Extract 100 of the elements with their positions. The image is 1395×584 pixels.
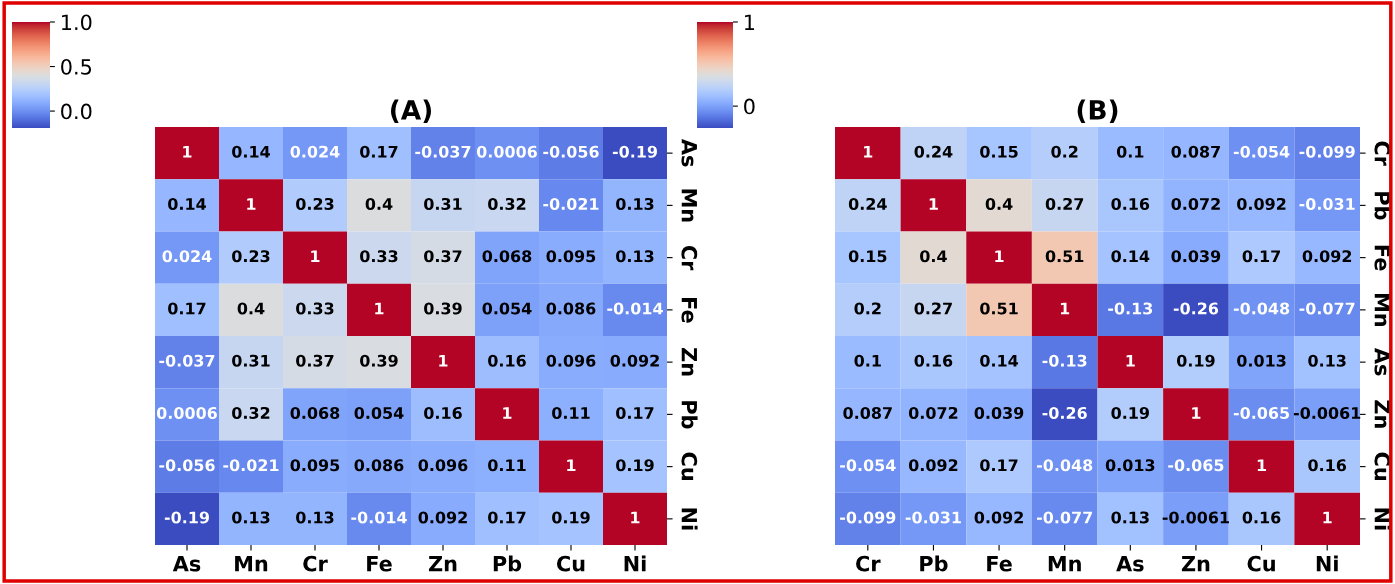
- data-label: 0.15: [980, 145, 1018, 158]
- data-label: -0.065: [1168, 459, 1224, 472]
- data-label: 1: [503, 407, 512, 419]
- data-label: 0.1: [854, 354, 881, 367]
- y-tick-label: Ni: [681, 508, 698, 530]
- data-label: 1: [929, 198, 938, 210]
- data-label: -0.037: [159, 354, 215, 367]
- data-label: 0.11: [552, 406, 590, 420]
- data-label: -0.037: [415, 145, 471, 158]
- data-label: 0.17: [980, 459, 1018, 472]
- color-bar-label: 0.0: [61, 103, 92, 120]
- x-tick-label: Ni: [624, 555, 646, 572]
- y-tick-label: Zn: [1374, 400, 1390, 428]
- data-label: 0.16: [1111, 197, 1150, 211]
- data-label: 1: [1126, 354, 1135, 367]
- data-label: 0.086: [546, 302, 596, 315]
- color-bar-label: 0.5: [61, 58, 92, 75]
- data-label: 0.072: [908, 406, 958, 420]
- data-label: -0.077: [1036, 511, 1092, 524]
- data-label: 0.024: [290, 145, 340, 158]
- data-label: 0.17: [616, 406, 654, 420]
- data-label: -0.021: [543, 197, 599, 211]
- data-label: 1: [1257, 459, 1267, 472]
- data-label: 0.17: [168, 302, 206, 315]
- x-tick-label: Pb: [493, 555, 522, 572]
- data-label: -0.13: [1042, 354, 1087, 367]
- data-label: -0.19: [164, 511, 209, 524]
- data-label: 0.39: [360, 354, 398, 367]
- data-label: -0.099: [1299, 145, 1355, 158]
- data-label: 0.013: [1237, 354, 1286, 367]
- data-label: 0.16: [914, 354, 953, 367]
- data-label: 0.17: [1242, 250, 1280, 263]
- data-label: 0.4: [985, 197, 1013, 211]
- data-label: -0.054: [840, 459, 896, 472]
- data-label: 1: [439, 354, 448, 367]
- data-label: 0.2: [1051, 145, 1078, 158]
- data-label: 0.37: [424, 250, 462, 263]
- data-label: -0.054: [1233, 145, 1290, 158]
- y-tick-label: Pb: [681, 401, 698, 429]
- data-label: 0.092: [908, 459, 958, 472]
- x-tick-label: Fe: [367, 556, 392, 572]
- y-tick-label: Cr: [681, 245, 698, 271]
- y-tick-label: As: [681, 138, 697, 167]
- x-tick-label: Mn: [235, 556, 268, 572]
- data-label: 0.092: [974, 511, 1023, 524]
- data-label: 0.095: [290, 459, 340, 472]
- data-label: 0.096: [418, 459, 468, 472]
- color-bar-label: 0: [744, 98, 755, 115]
- data-label: 0.13: [296, 511, 334, 524]
- data-label: 0.33: [296, 302, 334, 315]
- color-bar-label: 1: [745, 14, 755, 30]
- y-tick-label: Cr: [1374, 141, 1391, 166]
- data-label: 0.13: [616, 197, 654, 211]
- x-tick-label: Cu: [1247, 555, 1275, 572]
- y-tick-label: Pb: [1374, 192, 1391, 220]
- data-label: -0.031: [905, 511, 961, 524]
- chart-title: (A): [391, 99, 431, 123]
- data-label: 1: [1323, 511, 1332, 524]
- data-label: 0.13: [616, 250, 654, 263]
- x-tick-label: Pb: [920, 555, 948, 572]
- data-label: -0.26: [1042, 406, 1087, 420]
- data-label: 0.092: [1237, 197, 1286, 211]
- data-label: 1: [183, 145, 192, 158]
- data-label: 0.14: [168, 197, 206, 211]
- data-label: -0.099: [840, 511, 896, 524]
- data-label: 0.16: [1308, 459, 1347, 472]
- data-label: 0.16: [1242, 511, 1281, 524]
- data-label: -0.065: [1233, 406, 1290, 420]
- data-label: 0.0006: [156, 406, 217, 420]
- data-label: 0.024: [162, 250, 212, 263]
- data-label: 0.092: [1302, 250, 1352, 263]
- x-tick-label: Cr: [856, 555, 881, 572]
- y-tick-label: As: [1374, 347, 1390, 376]
- data-label: 1: [247, 198, 256, 210]
- x-tick-label: Fe: [987, 556, 1012, 572]
- data-label: 0.13: [1308, 354, 1346, 367]
- x-tick-label: As: [1116, 556, 1144, 572]
- data-label: 0.17: [488, 511, 526, 524]
- data-label: 0.092: [418, 511, 467, 524]
- data-label: 0.039: [1171, 250, 1221, 263]
- data-label: 0.19: [552, 511, 590, 524]
- data-label: -0.021: [223, 459, 279, 472]
- data-label: 0.096: [546, 354, 596, 367]
- data-label: -0.13: [1108, 302, 1153, 315]
- data-label: 0.33: [360, 250, 398, 263]
- data-label: 0.23: [232, 250, 270, 263]
- data-label: 0.092: [610, 354, 659, 367]
- x-tick-label: Zn: [428, 556, 457, 572]
- data-label: 0.4: [920, 250, 947, 263]
- data-label: 0.039: [974, 406, 1024, 420]
- data-label: -0.077: [1299, 302, 1355, 315]
- data-label: 1: [1060, 302, 1070, 315]
- data-label: 0.27: [1045, 197, 1084, 211]
- y-tick-label: Mn: [681, 189, 697, 222]
- data-label: -0.056: [543, 145, 599, 158]
- data-label: 0.14: [980, 354, 1019, 367]
- data-label: -0.014: [607, 302, 663, 315]
- data-label: 1: [311, 250, 320, 263]
- data-label: 0.16: [488, 354, 526, 367]
- data-label: 0.19: [1111, 406, 1149, 420]
